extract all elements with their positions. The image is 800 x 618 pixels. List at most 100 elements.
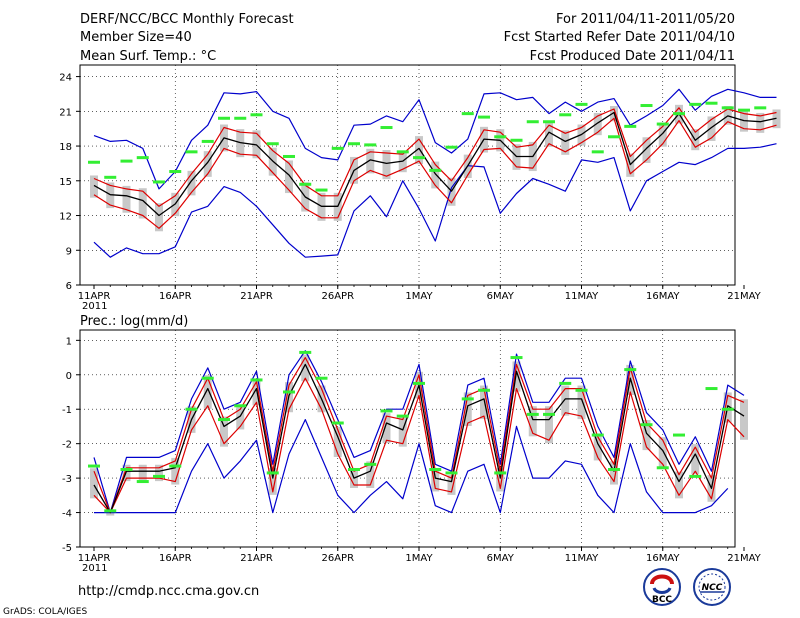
prec-spread-box <box>447 475 456 495</box>
temp-spread-box <box>545 122 553 147</box>
prec-xtick-label: 21MAY <box>727 553 761 564</box>
temp-xtick-label: 1MAY <box>405 291 433 302</box>
prec-spread-box <box>301 354 310 382</box>
prec-spread-box <box>528 406 537 437</box>
prec-spread-box <box>561 385 570 416</box>
prec-xtick-label: 11APR <box>78 553 111 564</box>
prec-ytick-label: -5 <box>62 543 72 554</box>
temp-spread-box <box>658 123 667 147</box>
prec-xtick-label: 11MAY <box>565 553 599 564</box>
temp-spread-box <box>642 137 651 163</box>
temp-ytick-label: 21 <box>59 107 72 118</box>
prec-spread-box <box>398 416 407 447</box>
prec-spread-box <box>642 420 651 451</box>
prec-xtick-label: 26APR <box>321 553 354 564</box>
prec-spread-box <box>155 464 163 482</box>
prec-axis: -5 -4 -3 -2 -1 0 1 11APR 16APR 21APR 26APR 1MAY 6MAY… <box>62 336 762 574</box>
temp-spread-box <box>415 136 423 165</box>
temp-xtick-label: 21APR <box>240 291 273 302</box>
temp-xtick-label: 26APR <box>321 291 354 302</box>
prec-min-line <box>94 419 729 514</box>
temp-spread-box <box>122 185 131 213</box>
prec-spread-box <box>577 385 586 420</box>
temp-observed <box>88 101 767 192</box>
temp-ytick-label: 18 <box>59 142 72 153</box>
prec-spread-box <box>512 361 521 392</box>
prec-spread-box <box>740 399 748 440</box>
prec-spread-box <box>593 433 602 461</box>
prec-observed <box>88 350 734 513</box>
temp-spread-box <box>593 112 602 136</box>
source-url[interactable]: http://cmdp.ncc.cma.gov.cn <box>78 584 259 599</box>
prec-boxes <box>90 354 748 516</box>
prec-spread-box <box>90 468 98 499</box>
prec-ytick-label: -1 <box>62 405 72 416</box>
temp-spread-box <box>756 112 765 133</box>
prec-xtick-label: 21APR <box>240 553 273 564</box>
temp-spread-lower-line <box>93 117 777 229</box>
ncc-logo: NCC <box>693 568 731 606</box>
temp-spread-box <box>138 188 147 219</box>
temp-mean-line <box>93 111 777 217</box>
prec-variable-label: Prec.: log(mm/d) <box>80 314 188 329</box>
prec-spread-box <box>366 461 375 488</box>
prec-spread-box <box>691 444 700 475</box>
bcc-logo: BCC <box>643 568 681 606</box>
prec-ytick-label: -2 <box>62 440 72 451</box>
temp-ytick-label: 24 <box>59 73 72 84</box>
prec-xtick-label: 16MAY <box>646 553 680 564</box>
forecast-period: For 2011/04/11-2011/05/20 <box>556 12 735 27</box>
prec-grid <box>80 330 735 547</box>
temp-spread-box <box>366 148 375 174</box>
ncc-logo-text: NCC <box>702 583 723 593</box>
prec-spread-upper-line <box>93 357 745 514</box>
prec-spread-box <box>382 413 391 444</box>
prec-year-label: 2011 <box>82 563 107 574</box>
prec-ytick-label: -3 <box>62 474 72 485</box>
prec-spread-box <box>610 461 618 485</box>
prec-mean-line <box>93 363 745 514</box>
prec-lines <box>93 350 745 514</box>
chart-title: DERF/NCC/BCC Monthly Forecast <box>80 12 294 27</box>
temp-spread-box <box>155 203 163 232</box>
prec-spread-box <box>236 406 245 430</box>
forecast-start-date: Fcst Started Refer Date 2011/04/10 <box>504 30 735 45</box>
temp-xtick-label: 11MAY <box>565 291 599 302</box>
temp-xtick-label: 21MAY <box>727 291 761 302</box>
prec-spread-box <box>496 468 505 492</box>
grads-credit: GrADS: COLA/IGES <box>3 607 87 617</box>
temp-panel-frame <box>79 64 736 286</box>
temp-xtick-label: 6MAY <box>487 291 515 302</box>
prec-spread-box <box>545 406 553 444</box>
prec-ytick-label: 1 <box>66 336 72 347</box>
prec-spread-box <box>658 437 667 468</box>
prec-spread-box <box>220 416 228 447</box>
forecast-produced-date: Fcst Produced Date 2011/04/11 <box>530 49 735 64</box>
temp-max-line <box>93 88 777 190</box>
temp-spread-box <box>285 160 293 194</box>
prec-xtick-label: 6MAY <box>487 553 515 564</box>
temp-spread-box <box>187 170 196 196</box>
prec-spread-box <box>480 385 488 420</box>
temp-ytick-label: 9 <box>66 246 72 257</box>
temp-spread-box <box>561 130 570 155</box>
temp-axis: 6 9 12 15 18 21 24 11APR 16APR 21APR 26APR 1MAY 6MAY… <box>59 73 761 312</box>
prec-spread-box <box>463 392 472 426</box>
temp-spread-box <box>90 175 98 198</box>
prec-spread-box <box>675 471 683 499</box>
temp-ytick-label: 6 <box>66 281 72 292</box>
prec-spread-box <box>171 457 180 485</box>
bcc-logo-text: BCC <box>652 595 672 605</box>
temp-grid <box>80 65 735 285</box>
temp-spread-box <box>431 161 440 189</box>
prec-spread-box <box>268 468 277 495</box>
prec-spread-box <box>203 375 212 409</box>
temp-variable-label: Mean Surf. Temp.: °C <box>80 49 216 64</box>
temp-spread-box <box>203 151 212 177</box>
temp-ytick-label: 12 <box>59 212 72 223</box>
prec-spread-box <box>138 464 147 482</box>
prec-xtick-label: 16APR <box>159 553 192 564</box>
prec-spread-box <box>431 468 440 492</box>
prec-spread-lower-line <box>93 377 745 514</box>
